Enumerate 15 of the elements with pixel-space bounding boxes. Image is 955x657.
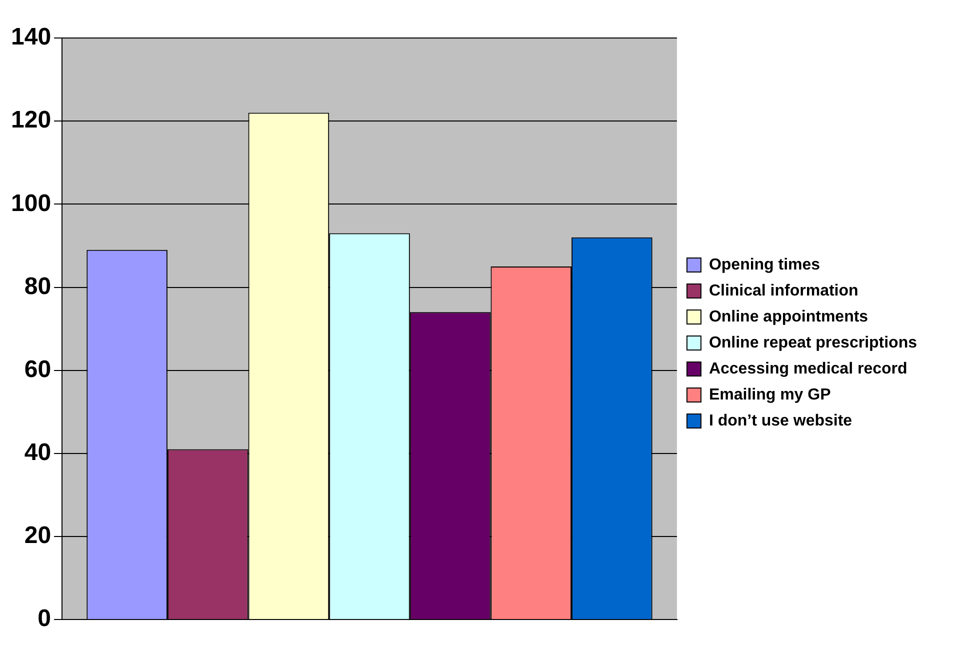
y-tick-label: 60 bbox=[24, 356, 52, 383]
legend-label: Opening times bbox=[708, 256, 820, 274]
y-tick-label: 140 bbox=[10, 24, 52, 51]
legend-label: I don’t use website bbox=[708, 412, 852, 430]
y-tick-label: 100 bbox=[10, 190, 52, 217]
y-tick-label: 40 bbox=[24, 439, 52, 466]
y-tick-label: 20 bbox=[24, 522, 52, 550]
legend-label: Emailing my GP bbox=[708, 386, 832, 404]
y-tick-label: 0 bbox=[38, 605, 52, 632]
y-tick-label: 120 bbox=[10, 106, 52, 134]
legend-label: Clinical information bbox=[708, 282, 858, 300]
y-tick-label: 80 bbox=[24, 272, 52, 300]
legend-label: Online repeat prescriptions bbox=[708, 334, 918, 352]
legend-label: Online appointments bbox=[708, 308, 868, 326]
legend-label: Accessing medical record bbox=[708, 360, 908, 378]
